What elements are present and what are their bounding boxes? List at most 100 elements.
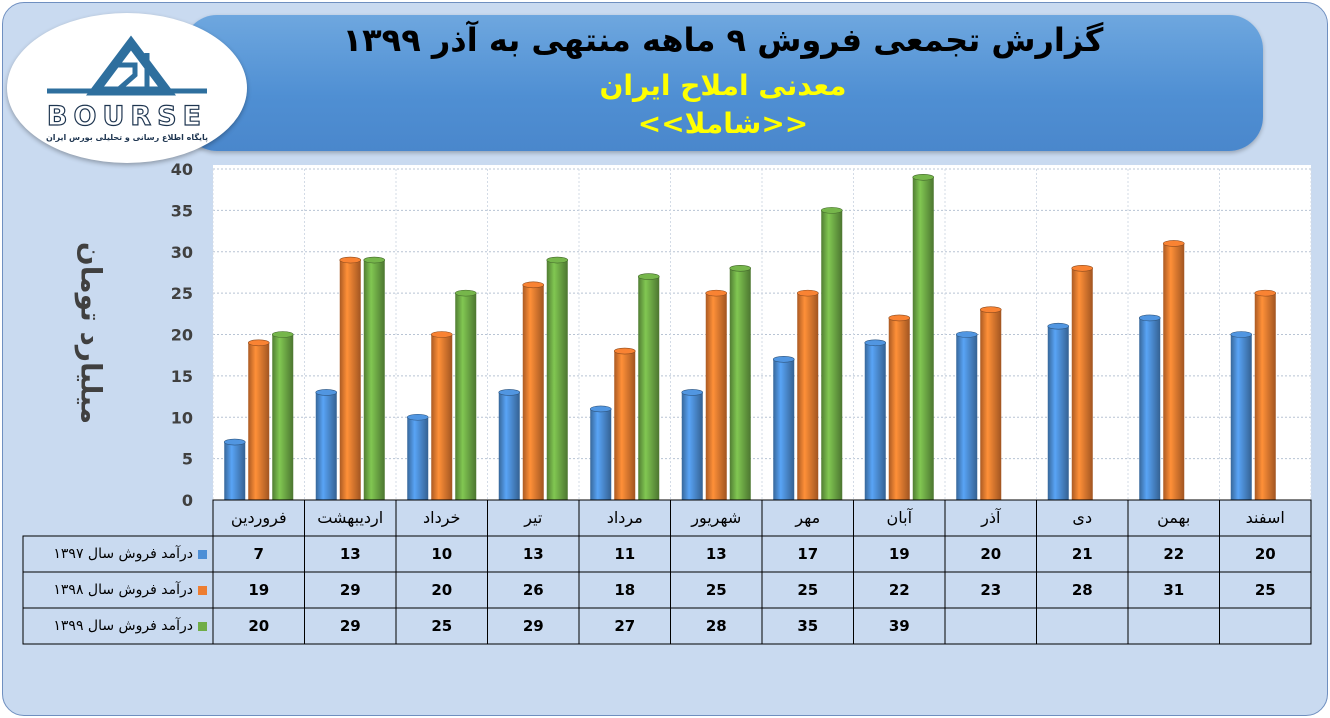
bar	[339, 256, 362, 500]
bar	[1254, 289, 1277, 500]
data-label: 29	[339, 581, 361, 599]
bar	[772, 356, 795, 500]
data-label: 11	[614, 545, 636, 563]
bar-body	[1254, 293, 1276, 500]
x-tick-label: اردیبهشت	[317, 508, 384, 527]
report-title: گزارش تجمعی فروش ۹ ماهه منتهی به آذر ۱۳۹…	[342, 21, 1104, 59]
bar-body	[956, 334, 978, 500]
data-label: 29	[522, 617, 544, 635]
bar	[406, 413, 429, 500]
bar-top	[729, 264, 752, 272]
bar	[820, 207, 843, 500]
y-tick-label: 30	[171, 243, 193, 262]
sales-bar-chart: 0 5 10 15 20 25 30 35 40	[22, 160, 1312, 645]
bar-top	[979, 306, 1002, 313]
x-tick-label: آذر	[981, 508, 1001, 527]
bar-top	[247, 339, 270, 347]
bar	[589, 405, 612, 500]
bar-top	[705, 289, 728, 297]
bar-top	[637, 273, 660, 280]
x-tick-label: خرداد	[423, 508, 461, 527]
data-label: 20	[431, 581, 453, 599]
bar	[796, 289, 819, 500]
bar-body	[773, 359, 795, 500]
bar-top	[522, 281, 545, 289]
bar-body	[1230, 334, 1252, 500]
data-label: 10	[431, 545, 453, 563]
x-tick-label: بهمن	[1157, 508, 1191, 527]
bar-top	[864, 339, 887, 347]
y-tick-label: 0	[182, 491, 193, 510]
title-banner: گزارش تجمعی فروش ۹ ماهه منتهی به آذر ۱۳۹…	[183, 15, 1263, 151]
bar-body	[729, 268, 751, 500]
bar-top	[1230, 331, 1253, 338]
bar-top	[339, 256, 362, 264]
bar	[498, 389, 521, 500]
data-label: 25	[797, 581, 819, 599]
data-label: 35	[797, 617, 819, 635]
legend-swatch	[198, 585, 207, 595]
data-label: 17	[797, 545, 819, 563]
bar-top	[681, 389, 704, 396]
bar-body	[681, 392, 703, 500]
y-axis-label: میلیارد تومان	[74, 241, 108, 425]
bar	[681, 389, 704, 500]
bar-body	[705, 293, 727, 500]
data-label: 20	[248, 617, 270, 635]
bar-top	[1047, 322, 1070, 330]
bar-body	[888, 317, 910, 500]
y-tick-label: 25	[171, 284, 193, 303]
logo-tagline: پایگاه اطلاع رسانی و تحلیلی بورس ایران	[45, 133, 209, 142]
x-tick-label: اسفند	[1245, 508, 1285, 527]
data-label: 13	[522, 545, 544, 563]
legend-swatch	[198, 621, 207, 631]
bar	[315, 389, 338, 500]
bar-body	[638, 276, 660, 500]
bar	[454, 289, 477, 500]
legend-swatch	[198, 549, 207, 559]
bar	[729, 264, 752, 500]
bar-top	[1254, 289, 1277, 297]
bar-top	[1162, 240, 1185, 247]
bar-body	[1047, 326, 1069, 500]
bar	[705, 289, 728, 500]
bar	[363, 256, 386, 500]
bar-top	[796, 289, 819, 297]
bar-top	[546, 256, 569, 264]
data-label: 28	[1071, 581, 1093, 599]
bar	[1230, 331, 1253, 500]
data-label: 13	[705, 545, 727, 563]
bar-top	[1071, 264, 1094, 272]
data-label: 7	[253, 545, 264, 563]
x-tick-label: مرداد	[606, 508, 643, 527]
bar	[430, 331, 453, 500]
bar-body	[912, 177, 934, 500]
legend-entry: درآمد فروش سال ۱۳۹۸	[27, 572, 207, 608]
bar-body	[248, 342, 270, 500]
bar-body	[363, 260, 385, 500]
bar-top	[363, 256, 386, 264]
bar	[955, 331, 978, 500]
bar-body	[980, 309, 1002, 500]
bar	[223, 438, 246, 500]
bar	[1071, 264, 1094, 500]
legend-entry: درآمد فروش سال ۱۳۹۹	[27, 608, 207, 644]
ticker-symbol: <<شاملا>>	[637, 107, 809, 140]
data-label: 21	[1071, 545, 1093, 563]
x-tick-label: مهر	[795, 508, 821, 527]
bar	[247, 339, 270, 500]
bar-body	[546, 260, 568, 500]
bar-body	[224, 442, 246, 500]
bar-body	[1071, 268, 1093, 500]
data-label: 23	[980, 581, 1002, 599]
x-tick-label: فروردین	[230, 508, 287, 527]
bar-top	[820, 207, 843, 214]
bar-body	[1139, 317, 1161, 500]
data-label: 28	[705, 617, 727, 635]
bar	[613, 347, 636, 500]
legend-label: درآمد فروش سال ۱۳۹۷	[53, 546, 193, 562]
bar-body	[614, 351, 636, 500]
bar-top	[912, 173, 935, 181]
bar-body	[797, 293, 819, 500]
